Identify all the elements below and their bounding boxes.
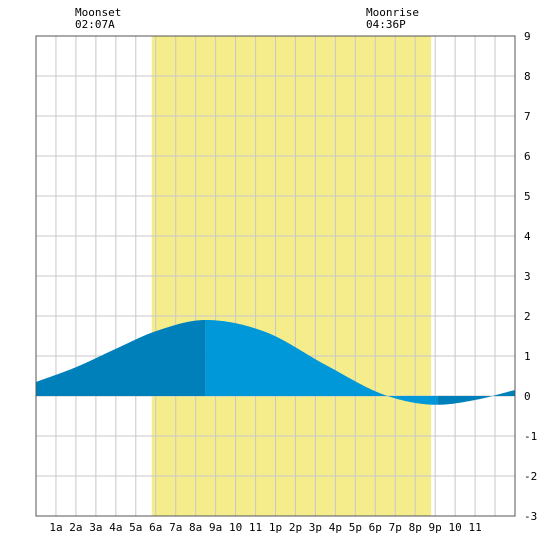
- x-tick-label: 9a: [209, 521, 222, 534]
- tide-area: [36, 320, 515, 405]
- y-tick-label: -1: [524, 430, 537, 443]
- x-tick-label: 10: [229, 521, 242, 534]
- x-tick-label: 3a: [89, 521, 102, 534]
- tide-segment: [36, 320, 206, 396]
- x-tick-label: 11: [249, 521, 262, 534]
- x-tick-label: 6a: [149, 521, 162, 534]
- moonrise-time: 04:36P: [366, 18, 406, 31]
- x-tick-label: 2a: [69, 521, 82, 534]
- y-tick-label: 4: [524, 230, 531, 243]
- tide-segment: [205, 320, 438, 405]
- y-tick-label: 1: [524, 350, 531, 363]
- y-tick-label: 6: [524, 150, 531, 163]
- y-tick-label: 8: [524, 70, 531, 83]
- y-tick-label: 2: [524, 310, 531, 323]
- x-tick-label: 10: [449, 521, 462, 534]
- x-tick-label: 6p: [369, 521, 382, 534]
- y-tick-label: 7: [524, 110, 531, 123]
- x-tick-label: 9p: [429, 521, 442, 534]
- y-tick-label: -2: [524, 470, 537, 483]
- y-tick-label: 3: [524, 270, 531, 283]
- x-tick-label: 5p: [349, 521, 362, 534]
- y-tick-labels: 9 8 7 6 5 4 3 2 1 0 -1 -2 -3: [524, 30, 537, 523]
- moonrise-label: Moonrise: [366, 6, 419, 19]
- x-tick-labels: 1a 2a 3a 4a 5a 6a 7a 8a 9a 10 11 1p 2p 3p 4p 5p 6p 7p 8p 9p…: [49, 521, 481, 534]
- x-tick-label: 1p: [269, 521, 282, 534]
- x-tick-label: 8p: [409, 521, 422, 534]
- plot-frame: [35, 35, 516, 517]
- x-tick-label: 11: [468, 521, 481, 534]
- y-tick-label: 9: [524, 30, 531, 43]
- x-tick-label: 7a: [169, 521, 182, 534]
- moonset-time: 02:07A: [75, 18, 115, 31]
- x-tick-label: 4p: [329, 521, 342, 534]
- x-tick-label: 1a: [49, 521, 62, 534]
- y-tick-label: 5: [524, 190, 531, 203]
- x-tick-label: 4a: [109, 521, 122, 534]
- y-tick-label: -3: [524, 510, 537, 523]
- x-tick-label: 2p: [289, 521, 302, 534]
- moonset-label: Moonset: [75, 6, 121, 19]
- x-tick-label: 8a: [189, 521, 202, 534]
- x-tick-label: 7p: [389, 521, 402, 534]
- x-tick-label: 3p: [309, 521, 322, 534]
- tide-segment: [437, 390, 515, 405]
- x-tick-label: 5a: [129, 521, 142, 534]
- y-tick-label: 0: [524, 390, 531, 403]
